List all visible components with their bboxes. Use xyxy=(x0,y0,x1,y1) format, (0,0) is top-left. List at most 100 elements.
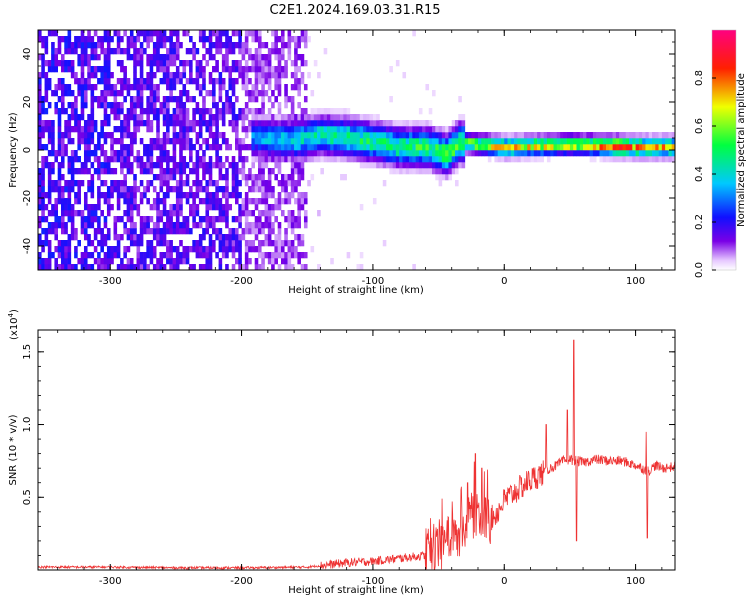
heatmap-cell xyxy=(202,102,206,109)
heatmap-cell xyxy=(83,234,88,241)
heatmap-cell xyxy=(261,222,265,229)
heatmap-cell xyxy=(514,150,518,157)
heatmap-cell xyxy=(64,36,68,43)
heatmap-cell xyxy=(182,30,187,37)
heatmap-cell xyxy=(51,204,55,211)
heatmap-cell xyxy=(435,150,439,157)
heatmap-cell xyxy=(317,264,321,270)
colorbar-tick-label: 0.6 xyxy=(694,118,705,134)
heatmap-cell xyxy=(415,120,420,127)
heatmap-cell xyxy=(353,156,357,163)
heatmap-cell xyxy=(208,30,213,37)
heatmap-cell xyxy=(93,168,98,175)
heatmap-cell xyxy=(172,168,177,175)
heatmap-cell xyxy=(47,150,52,157)
heatmap-cell xyxy=(67,258,72,265)
heatmap-cell xyxy=(353,144,357,151)
heatmap-cell xyxy=(77,258,81,265)
heatmap-cell xyxy=(133,84,137,91)
heatmap-cell xyxy=(290,126,295,133)
heatmap-cell xyxy=(169,252,173,259)
heatmap-cell xyxy=(146,168,150,175)
heatmap-cell xyxy=(162,150,167,157)
heatmap-cell xyxy=(484,150,489,157)
heatmap-cell xyxy=(435,174,439,181)
heatmap-cell xyxy=(277,252,282,259)
heatmap-cell xyxy=(116,126,121,133)
heatmap-cell xyxy=(435,156,439,163)
heatmap-cell xyxy=(162,132,167,139)
heatmap-cell xyxy=(303,114,308,121)
heatmap-cell xyxy=(152,42,157,49)
heatmap-cell xyxy=(162,72,167,79)
heatmap-cell xyxy=(172,54,177,61)
heatmap-cell xyxy=(402,120,407,127)
heatmap-cell xyxy=(609,156,613,163)
heatmap-cell xyxy=(202,186,206,193)
heatmap-cell xyxy=(80,180,85,187)
heatmap-cell xyxy=(100,36,104,43)
heatmap-cell xyxy=(169,90,173,97)
heatmap-cell xyxy=(146,186,150,193)
heatmap-cell xyxy=(497,150,502,157)
heatmap-cell xyxy=(261,138,265,145)
heatmap-cell xyxy=(182,144,187,151)
heatmap-cell xyxy=(156,114,160,121)
heatmap-cell xyxy=(280,246,285,253)
heatmap-cell xyxy=(162,96,167,103)
heatmap-cell xyxy=(60,216,65,223)
heatmap-cell xyxy=(425,120,430,127)
heatmap-cell xyxy=(231,228,236,235)
heatmap-cell xyxy=(300,132,305,139)
heatmap-cell xyxy=(129,162,134,169)
heatmap-cell xyxy=(97,186,101,193)
heatmap-cell xyxy=(642,132,646,139)
heatmap-cell xyxy=(523,144,528,151)
heatmap-cell xyxy=(254,54,259,61)
heatmap-cell xyxy=(182,84,187,91)
heatmap-cell xyxy=(38,240,42,247)
heatmap-cell xyxy=(123,180,127,187)
heatmap-cell xyxy=(100,132,104,139)
heatmap-cell xyxy=(198,222,203,229)
heatmap-cell xyxy=(451,138,456,145)
heatmap-cell xyxy=(494,150,498,157)
heatmap-cell xyxy=(310,114,315,121)
heatmap-cell xyxy=(422,126,426,133)
heatmap-cell xyxy=(284,174,288,181)
heatmap-cell xyxy=(353,120,357,127)
heatmap-cell xyxy=(143,144,147,151)
heatmap-cell xyxy=(159,168,164,175)
heatmap-cell xyxy=(80,108,85,115)
heatmap-cell xyxy=(166,240,170,247)
heatmap-cell xyxy=(300,234,305,241)
heatmap-cell xyxy=(133,156,137,163)
heatmap-cell xyxy=(235,198,239,205)
heatmap-cell xyxy=(244,132,249,139)
heatmap-cell xyxy=(330,258,334,265)
heatmap-cell xyxy=(103,180,108,187)
heatmap-cell xyxy=(169,174,173,181)
heatmap-cell xyxy=(57,84,62,91)
heatmap-cell xyxy=(320,126,324,133)
heatmap-cell xyxy=(389,150,393,157)
heatmap-cell xyxy=(287,180,292,187)
heatmap-cell xyxy=(175,66,180,73)
heatmap-cell xyxy=(133,60,137,67)
heatmap-cell xyxy=(189,36,193,43)
heatmap-cell xyxy=(504,144,508,151)
heatmap-cell xyxy=(166,102,170,109)
heatmap-cell xyxy=(74,210,78,217)
heatmap-cell xyxy=(185,174,190,181)
heatmap-cell xyxy=(497,144,502,151)
heatmap-cell xyxy=(169,114,173,121)
heatmap-cell xyxy=(44,156,49,163)
heatmap-cell xyxy=(441,138,446,145)
heatmap-cell xyxy=(290,84,295,91)
heatmap-cell xyxy=(389,96,393,103)
heatmap-cell xyxy=(139,168,144,175)
heatmap-cell xyxy=(146,96,150,103)
heatmap-cell xyxy=(441,132,446,139)
heatmap-cell xyxy=(379,150,384,157)
heatmap-cell xyxy=(57,222,62,229)
